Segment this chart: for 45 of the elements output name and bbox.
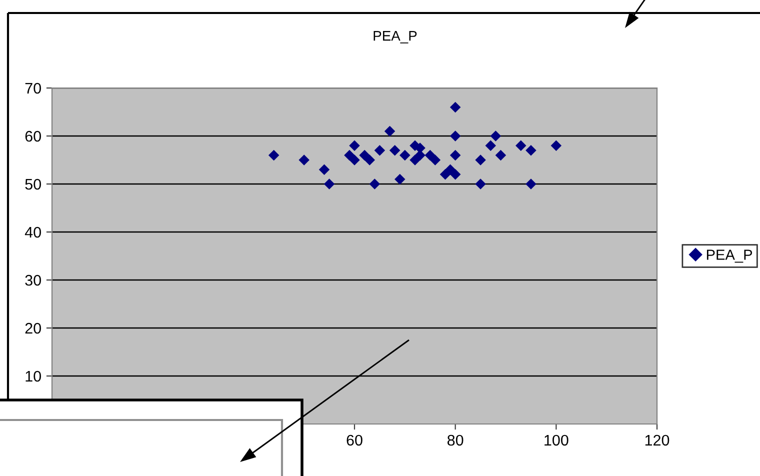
point bbox=[495, 150, 506, 161]
point bbox=[450, 169, 461, 180]
point bbox=[526, 145, 536, 156]
point bbox=[389, 145, 400, 156]
point bbox=[485, 140, 496, 151]
point bbox=[369, 178, 380, 190]
y-tick-label: 60 bbox=[25, 130, 41, 142]
point bbox=[440, 169, 451, 180]
point bbox=[394, 174, 406, 185]
point bbox=[450, 150, 461, 161]
legend-label: PEA_P bbox=[706, 250, 752, 263]
y-tick-label: 40 bbox=[24, 226, 41, 238]
chart-title: PEA_P bbox=[374, 31, 417, 44]
x-tick-label: 60 bbox=[346, 434, 362, 446]
y-tick-label: 50 bbox=[25, 178, 41, 190]
point bbox=[424, 150, 436, 161]
x-tick-label: 120 bbox=[645, 434, 670, 446]
point bbox=[349, 154, 360, 166]
point bbox=[364, 154, 376, 166]
point bbox=[526, 178, 536, 190]
point bbox=[475, 154, 486, 166]
point bbox=[550, 140, 562, 151]
point bbox=[400, 150, 410, 161]
point bbox=[475, 178, 486, 190]
point bbox=[430, 154, 441, 166]
y-tick-label: 70 bbox=[25, 82, 41, 94]
point bbox=[344, 150, 355, 161]
point bbox=[490, 130, 502, 142]
point bbox=[374, 145, 386, 156]
point bbox=[359, 150, 370, 161]
point bbox=[450, 130, 461, 142]
point bbox=[384, 126, 396, 137]
x-tick-label: 80 bbox=[448, 434, 464, 446]
point bbox=[349, 140, 360, 151]
y-tick-label: 20 bbox=[25, 322, 41, 334]
point bbox=[324, 178, 335, 190]
point bbox=[318, 164, 330, 175]
y-tick-label: 30 bbox=[25, 274, 41, 286]
point bbox=[298, 154, 310, 166]
y-tick-label: 10 bbox=[26, 370, 41, 382]
point bbox=[268, 150, 280, 161]
point bbox=[450, 102, 461, 113]
point bbox=[444, 164, 456, 175]
point bbox=[515, 140, 526, 151]
x-tick-label: 100 bbox=[544, 434, 568, 446]
